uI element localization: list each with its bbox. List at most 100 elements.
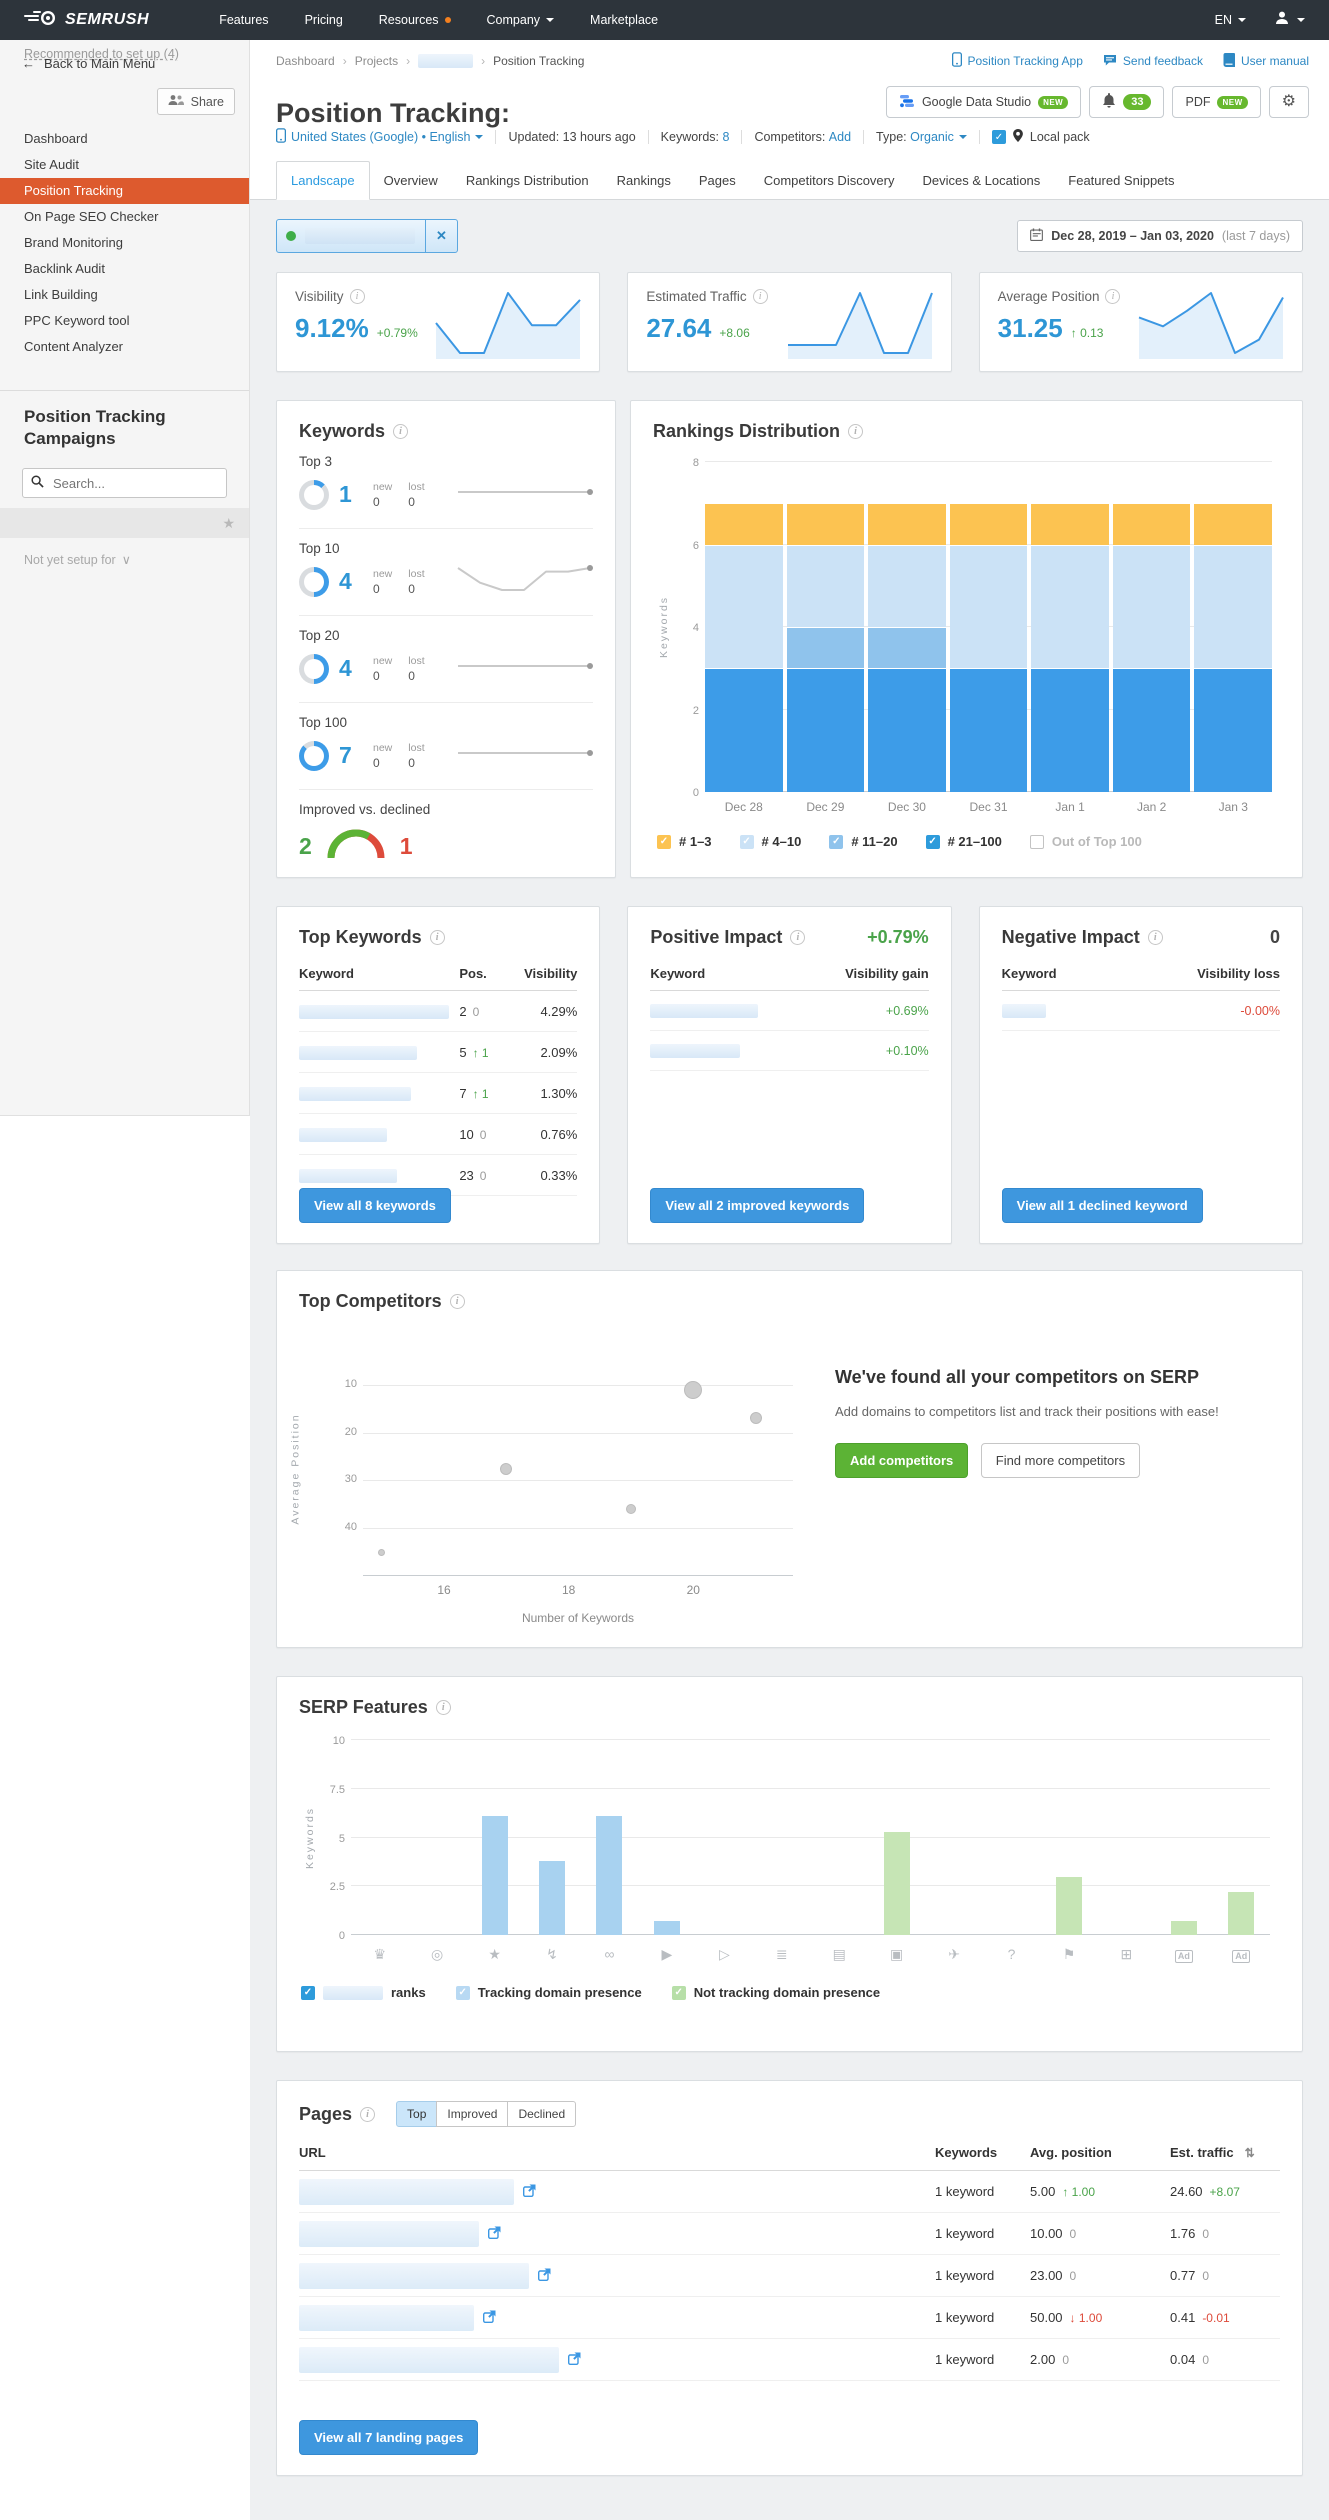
add-competitors-button[interactable]: Add competitors: [835, 1443, 969, 1478]
info-icon[interactable]: i: [349, 289, 365, 304]
external-link-icon[interactable]: [487, 2226, 501, 2242]
tab-devices-locations[interactable]: Devices & Locations: [922, 173, 1041, 188]
semrush-logo[interactable]: SEMRUSH: [24, 8, 149, 33]
y-axis-tick: 10: [344, 1377, 357, 1390]
pdf-export-button[interactable]: PDF NEW: [1172, 86, 1261, 118]
language-menu[interactable]: EN: [1215, 13, 1246, 27]
topnav-item-pricing[interactable]: Pricing: [304, 13, 343, 27]
info-icon[interactable]: i: [360, 2106, 376, 2122]
remove-domain-button[interactable]: ✕: [425, 220, 457, 252]
position-tracking-app-link[interactable]: Position Tracking App: [951, 52, 1083, 70]
y-axis-tick: 8: [692, 457, 699, 469]
back-to-main-menu-link[interactable]: ← Back to Main Menu: [22, 56, 155, 71]
notifications-button[interactable]: 33: [1089, 86, 1165, 118]
legend-1-3[interactable]: # 1–3: [657, 834, 712, 849]
info-icon[interactable]: i: [848, 424, 864, 439]
find-more-competitors-button[interactable]: Find more competitors: [980, 1443, 1141, 1478]
tab-pages[interactable]: Pages: [698, 173, 736, 188]
sidebar-item-ppc-keyword-tool[interactable]: PPC Keyword tool: [24, 313, 130, 328]
tab-landscape[interactable]: Landscape: [276, 161, 370, 200]
recommended-setup-link[interactable]: Recommended to set up (4): [24, 47, 179, 61]
tab-featured-snippets[interactable]: Featured Snippets: [1068, 173, 1175, 188]
competitors-add-link[interactable]: Add: [828, 130, 852, 144]
view-all-pages-button[interactable]: View all 7 landing pages: [299, 2420, 479, 2455]
tab-overview[interactable]: Overview: [383, 173, 438, 188]
serp-legend-not-tracking-domain-presence[interactable]: Not tracking domain presence: [671, 1985, 880, 2000]
sidebar-item-content-analyzer[interactable]: Content Analyzer: [24, 339, 124, 354]
google-data-studio-button[interactable]: Google Data Studio NEW: [885, 86, 1082, 118]
sidebar-item-backlink-audit[interactable]: Backlink Audit: [24, 261, 105, 276]
target-domain-chip: ✕: [276, 219, 458, 253]
user-manual-link[interactable]: User manual: [1223, 52, 1309, 70]
x-axis-label: Dec 28: [724, 800, 763, 814]
keywords-value-link[interactable]: 8: [722, 130, 730, 144]
position-delta: 0: [479, 1127, 487, 1142]
view-all-keywords-button[interactable]: View all 8 keywords: [299, 1188, 451, 1223]
info-icon[interactable]: i: [752, 289, 768, 304]
local-pack-toggle[interactable]: Local pack: [991, 129, 1090, 145]
y-axis-tick: 6: [692, 539, 699, 552]
sidebar-item-site-audit[interactable]: Site Audit: [24, 157, 79, 172]
not-setup-toggle[interactable]: Not yet setup for ∨: [24, 552, 131, 568]
external-link-icon[interactable]: [482, 2310, 496, 2326]
sidebar-item-on-page-seo-checker[interactable]: On Page SEO Checker: [24, 209, 159, 224]
info-icon[interactable]: i: [429, 930, 445, 945]
legend-4-10[interactable]: # 4–10: [739, 834, 801, 849]
external-link-icon[interactable]: [567, 2352, 581, 2368]
traffic-column-header[interactable]: Est. traffic ⇅: [1170, 2145, 1255, 2160]
tab-rankings-distribution[interactable]: Rankings Distribution: [465, 173, 589, 188]
est-traffic-delta: 0: [1202, 2227, 1209, 2241]
chevron-down-icon: [546, 18, 555, 22]
avg-position-value: 50.00: [1030, 2310, 1063, 2325]
user-menu[interactable]: [1274, 10, 1305, 31]
legend-21-100[interactable]: # 21–100: [925, 834, 1002, 849]
tab-rankings[interactable]: Rankings: [616, 173, 671, 188]
legend-out-of-top-100[interactable]: Out of Top 100: [1029, 834, 1142, 849]
search-input[interactable]: [51, 474, 218, 492]
sidebar-item-position-tracking[interactable]: Position Tracking: [0, 178, 249, 204]
tab-competitors-discovery[interactable]: Competitors Discovery: [763, 173, 895, 188]
info-icon[interactable]: i: [435, 1700, 451, 1715]
settings-button[interactable]: ⚙: [1268, 86, 1309, 118]
info-icon[interactable]: i: [1147, 930, 1163, 945]
info-icon[interactable]: i: [1105, 289, 1121, 304]
serp-legend-ranks[interactable]: ranks: [301, 1985, 426, 2000]
keywords-count-cell: 1 keyword: [935, 2268, 995, 2283]
sidebar-item-brand-monitoring[interactable]: Brand Monitoring: [24, 235, 123, 250]
breadcrumb-projects[interactable]: Projects: [354, 54, 399, 68]
favorite-star-icon[interactable]: ★: [222, 514, 235, 531]
sidebar-item-dashboard[interactable]: Dashboard: [24, 131, 88, 146]
info-icon[interactable]: i: [790, 930, 806, 945]
sidebar-item-link-building[interactable]: Link Building: [24, 287, 98, 302]
send-feedback-link[interactable]: Send feedback: [1103, 52, 1203, 70]
topnav-item-features[interactable]: Features: [219, 13, 269, 27]
scatter-point: [500, 1462, 513, 1475]
info-icon[interactable]: i: [449, 1294, 465, 1309]
x-axis-tick: 20: [686, 1583, 700, 1597]
topnav-item-resources[interactable]: Resources: [379, 13, 451, 27]
legend-11-20[interactable]: # 11–20: [829, 834, 898, 849]
serp-slot-people-also-ask: [983, 1740, 1040, 1935]
metric-value: 9.12%: [295, 313, 369, 343]
campaign-row[interactable]: ★: [0, 508, 249, 538]
est-traffic-value: 1.76: [1170, 2226, 1196, 2241]
share-button[interactable]: Share: [156, 88, 235, 115]
topnav-item-company[interactable]: Company: [487, 13, 555, 27]
keywords-count-cell: 1 keyword: [935, 2226, 995, 2241]
breadcrumb-dashboard[interactable]: Dashboard: [276, 54, 335, 68]
serp-legend-tracking-domain-presence[interactable]: Tracking domain presence: [455, 1985, 642, 2000]
pages-tab-top[interactable]: Top: [396, 2101, 438, 2127]
type-selector[interactable]: Organic: [910, 130, 967, 144]
locale-selector[interactable]: United States (Google) • English: [275, 128, 484, 146]
date-range-selector[interactable]: Dec 28, 2019 – Jan 03, 2020 (last 7 days…: [1017, 220, 1303, 252]
pages-tab-declined[interactable]: Declined: [507, 2101, 577, 2127]
view-declined-keywords-button[interactable]: View all 1 declined keyword: [1001, 1188, 1203, 1223]
serp-slot-sitelinks: [581, 1740, 638, 1935]
external-link-icon[interactable]: [522, 2184, 536, 2200]
external-link-icon[interactable]: [537, 2268, 551, 2284]
info-icon[interactable]: i: [393, 424, 409, 439]
topnav-item-marketplace[interactable]: Marketplace: [590, 13, 659, 27]
bar-segment-21-100: [786, 668, 865, 792]
view-improved-keywords-button[interactable]: View all 2 improved keywords: [650, 1188, 865, 1223]
pages-tab-improved[interactable]: Improved: [436, 2101, 509, 2127]
